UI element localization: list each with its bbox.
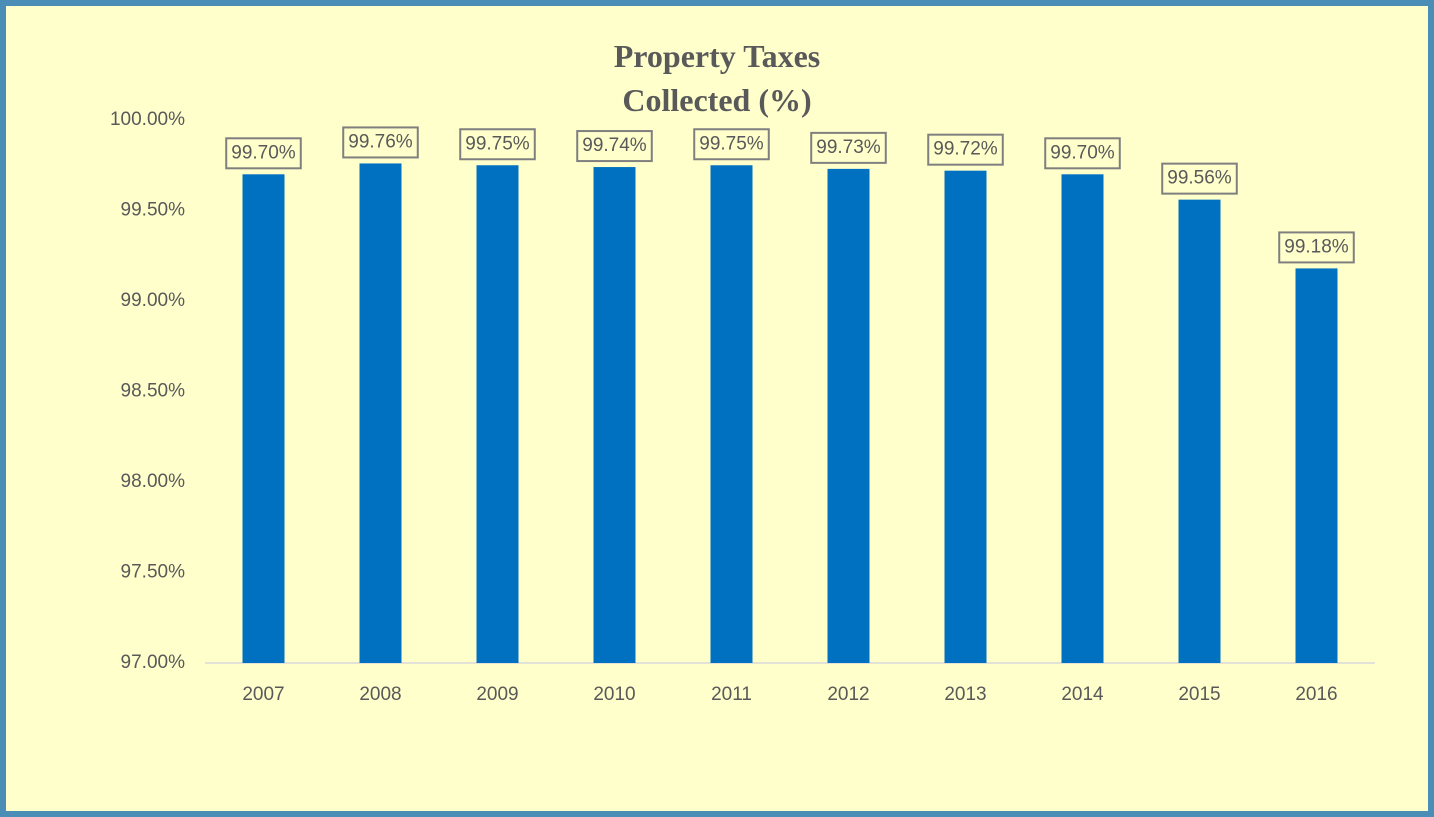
data-label-box <box>1044 137 1121 170</box>
data-label: 99.18% <box>1284 236 1349 257</box>
x-tick-label: 2007 <box>242 684 284 705</box>
bar <box>476 165 519 663</box>
bar <box>242 174 285 664</box>
y-tick-label: 99.00% <box>121 290 186 311</box>
data-label: 99.75% <box>699 133 764 154</box>
data-label-box <box>927 133 1004 166</box>
data-label: 99.76% <box>348 131 413 152</box>
x-tick-label: 2014 <box>1061 684 1104 705</box>
bar <box>710 165 753 663</box>
bar <box>1178 199 1221 663</box>
data-label-box <box>693 128 770 161</box>
data-label-box <box>810 131 887 164</box>
chart-title: Property Taxes Collected (%) <box>613 38 821 118</box>
x-tick-label: 2011 <box>711 684 752 705</box>
x-tick-label: 2015 <box>1178 684 1220 705</box>
bar <box>827 168 870 663</box>
data-label: 99.75% <box>465 133 530 154</box>
x-tick-label: 2010 <box>593 684 635 705</box>
bar <box>359 163 402 663</box>
data-label: 99.70% <box>1050 142 1115 163</box>
data-label: 99.73% <box>816 137 881 158</box>
data-label-box <box>1161 162 1238 195</box>
data-label-box <box>225 137 302 170</box>
y-tick-label: 97.50% <box>121 562 186 583</box>
y-tick-label: 100.00% <box>110 109 185 130</box>
x-tick-label: 2008 <box>359 684 401 705</box>
data-label: 99.72% <box>933 139 998 160</box>
x-tick-label: 2009 <box>476 684 518 705</box>
data-label-box <box>459 128 536 161</box>
x-tick-label: 2012 <box>827 684 869 705</box>
data-label: 99.70% <box>231 142 296 163</box>
data-label-box <box>342 126 419 159</box>
data-label-box <box>1278 231 1355 264</box>
y-tick-label: 99.50% <box>121 200 186 221</box>
data-label: 99.56% <box>1167 168 1232 189</box>
bar <box>1061 174 1104 664</box>
y-tick-label: 97.00% <box>121 652 186 673</box>
x-tick-label: 2016 <box>1295 684 1337 705</box>
y-tick-label: 98.50% <box>121 381 186 402</box>
data-label-box <box>576 130 653 163</box>
bar <box>593 167 636 663</box>
bar <box>1295 268 1338 663</box>
bar <box>944 170 987 663</box>
data-label: 99.74% <box>582 135 647 156</box>
y-tick-label: 98.00% <box>121 471 186 492</box>
x-tick-label: 2013 <box>944 684 986 705</box>
